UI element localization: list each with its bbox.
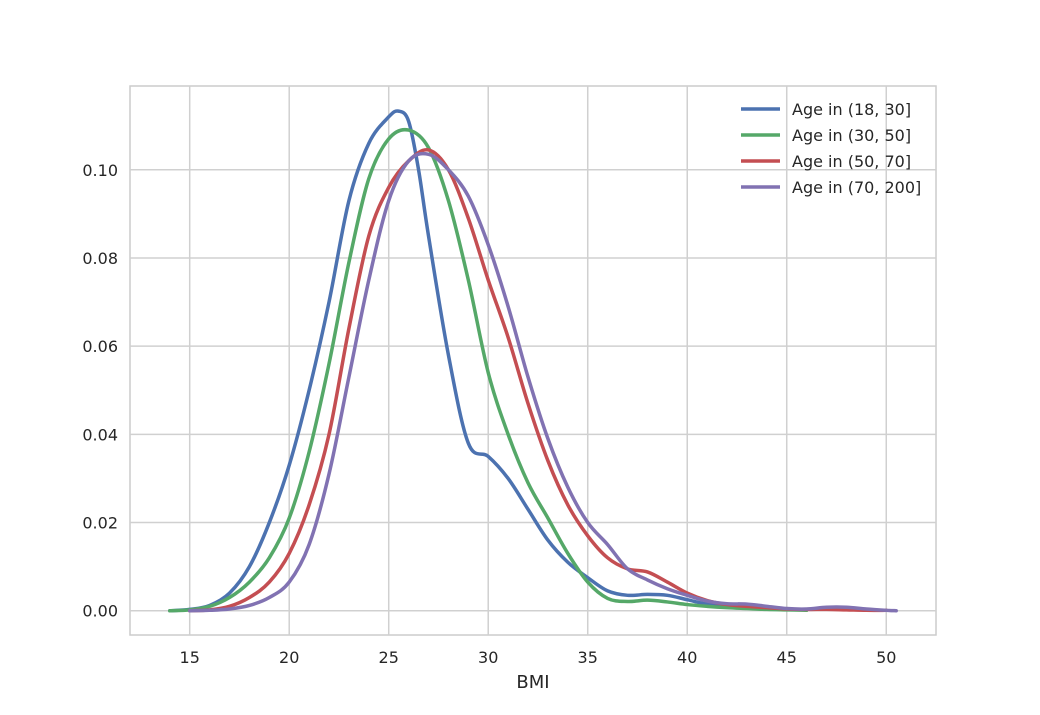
legend-label-1: Age in (18, 30]: [792, 100, 911, 119]
legend-label-4: Age in (70, 200]: [792, 178, 921, 197]
x-tick-label: 30: [478, 648, 498, 667]
legend-label-2: Age in (30, 50]: [792, 126, 911, 145]
legend-label-3: Age in (50, 70]: [792, 152, 911, 171]
plot-area: [129, 85, 937, 636]
series-line-2: [168, 127, 809, 613]
y-tick-label: 0.10: [82, 161, 118, 180]
y-tick-label: 0.08: [82, 249, 118, 268]
x-tick-label: 35: [578, 648, 598, 667]
y-axis-ticks: 0.00 0.02 0.04 0.06 0.08 0.10: [82, 161, 118, 621]
y-tick-label: 0.02: [82, 514, 118, 533]
y-tick-label: 0.06: [82, 337, 118, 356]
y-tick-label: 0.00: [82, 602, 118, 621]
series-line-4: [187, 151, 898, 613]
x-tick-label: 45: [777, 648, 797, 667]
series-line-1: [168, 109, 809, 613]
x-tick-label: 15: [180, 648, 200, 667]
x-tick-label: 25: [379, 648, 399, 667]
x-tick-label: 40: [677, 648, 697, 667]
series-layer: [168, 109, 898, 613]
x-tick-label: 20: [279, 648, 299, 667]
x-axis-ticks: 15 20 25 30 35 40 45 50: [180, 648, 897, 667]
x-tick-label: 50: [876, 648, 896, 667]
legend: Age in (18, 30] Age in (30, 50] Age in (50…: [741, 100, 921, 197]
y-tick-label: 0.04: [82, 425, 118, 444]
x-axis-label: BMI: [516, 672, 549, 693]
grid-lines: [130, 86, 936, 635]
